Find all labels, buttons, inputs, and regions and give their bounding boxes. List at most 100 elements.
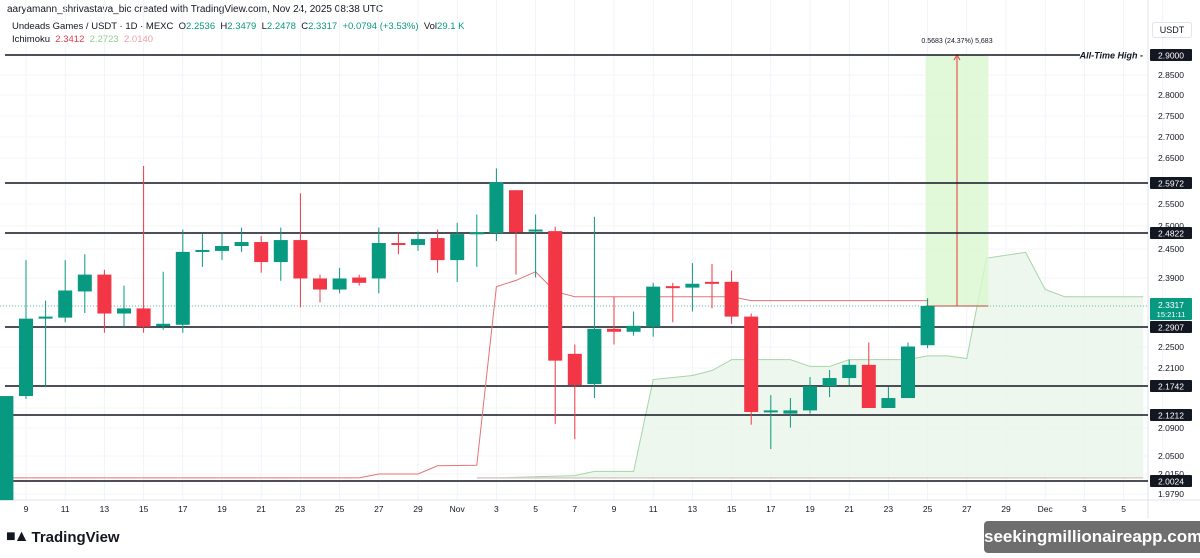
time-tick-label: 25: [335, 504, 345, 514]
time-tick-label: 19: [217, 504, 227, 514]
level-price-label: 2.5972: [1158, 179, 1184, 189]
candle-body: [626, 325, 641, 332]
cloud-top-line: [496, 251, 1144, 479]
chart-credit: aaryamann_shrivastava_bic created with T…: [7, 4, 384, 15]
level-price-tag: [1150, 49, 1192, 61]
candle-body: [528, 229, 543, 232]
candle-body: [332, 278, 347, 290]
time-tick-label: 17: [766, 504, 776, 514]
candle-body: [411, 239, 425, 246]
candle-body: [509, 190, 523, 233]
time-tick-label: 29: [1001, 504, 1011, 514]
open-value: 2.2536: [186, 21, 216, 32]
price-tick-label: 2.7000: [1158, 132, 1184, 142]
candle-body: [371, 243, 386, 279]
price-tick-label: 2.2500: [1158, 342, 1184, 352]
candle-body: [724, 281, 739, 317]
time-tick-label: Dec: [1038, 504, 1054, 514]
level-price-label: 2.1212: [1158, 411, 1184, 421]
currency-button[interactable]: USDT: [1152, 22, 1192, 38]
level-price-tag: [1150, 475, 1192, 487]
ichimoku-value-2: 2.2723: [89, 34, 119, 45]
measure-label: 0.5683 (24.37%) 5,683: [921, 38, 992, 45]
candle-body: [783, 410, 798, 414]
candle-body: [881, 398, 896, 408]
level-price-label: 2.1742: [1158, 382, 1184, 392]
watermark: seekingmillionaireapp.com: [984, 521, 1200, 553]
price-tick-label: 2.7500: [1158, 111, 1184, 121]
time-tick-label: 11: [61, 504, 70, 514]
tradingview-logo-icon: ■▲: [6, 528, 29, 545]
time-tick-label: 13: [688, 504, 698, 514]
candle-body: [901, 346, 915, 399]
candle-body: [97, 274, 112, 314]
candle-body: [665, 286, 680, 289]
candle-body: [548, 231, 563, 361]
candle-body: [117, 308, 131, 314]
time-tick-label: 3: [494, 504, 499, 514]
level-price-label: 2.4822: [1158, 229, 1184, 239]
candle-body: [175, 251, 190, 325]
candle-body: [195, 249, 210, 252]
candle-body: [156, 323, 171, 327]
candle-body: [587, 328, 602, 385]
price-tick-label: 2.0150: [1158, 469, 1184, 479]
time-tick-label: 17: [178, 504, 188, 514]
level-note: All-Time High -: [1079, 51, 1143, 61]
candle-body: [842, 364, 857, 379]
ichimoku-cloud: [476, 251, 1144, 479]
candle-body: [822, 378, 837, 387]
candle-body: [254, 242, 269, 263]
candle-body: [215, 246, 229, 251]
time-tick-label: 13: [100, 504, 110, 514]
candle-body: [685, 283, 700, 288]
time-tick-label: 3: [1082, 504, 1087, 514]
time-tick-label: 7: [572, 504, 577, 514]
candle-body: [567, 353, 582, 386]
ichimoku-value-1: 2.3412: [55, 34, 85, 45]
price-axis: 2.8500 2.8000 2.7500 2.7000 2.6500 2.5500 2.50…: [1150, 70, 1192, 499]
level-price-label: 2.2907: [1158, 323, 1184, 333]
countdown-label: 15:21:11: [1157, 310, 1186, 319]
high-value: 2.3479: [227, 21, 257, 32]
time-tick-label: 15: [727, 504, 737, 514]
time-tick-label: 23: [884, 504, 894, 514]
tradingview-logo[interactable]: ■▲ TradingView: [6, 528, 120, 546]
price-tick-label: 2.3900: [1158, 273, 1184, 283]
candle-body: [352, 277, 367, 283]
last-price-label: 2.3317: [1158, 300, 1184, 310]
time-tick-label: 9: [612, 504, 617, 514]
time-tick-label: 27: [374, 504, 384, 514]
time-tick-label: 9: [24, 504, 29, 514]
time-tick-label: 15: [139, 504, 149, 514]
candle-body: [430, 238, 445, 261]
indicator-name[interactable]: Ichimoku: [12, 34, 51, 45]
time-tick-label: 19: [805, 504, 815, 514]
time-tick-label: 25: [923, 504, 933, 514]
candle-body: [313, 278, 327, 290]
candle-body: [489, 182, 504, 234]
ichimoku-line: [6, 271, 928, 479]
time-tick-label: 5: [1121, 504, 1126, 514]
cloud-fill: [496, 252, 1144, 478]
candle-body: [19, 318, 33, 397]
time-tick-label: Nov: [450, 504, 466, 514]
level-price-label: 2.9000: [1158, 51, 1184, 61]
level-price-tag: [1150, 227, 1192, 239]
candle-body: [77, 274, 92, 292]
change-value: +0.0794 (+3.53%): [342, 21, 419, 32]
symbol-name: Undeads Games / USDT · 1D · MEXC: [12, 21, 174, 32]
candle-body: [58, 290, 73, 318]
price-tick-label: 2.8000: [1158, 90, 1184, 100]
candle-body: [0, 396, 14, 501]
price-chart[interactable]: 0.5683 (24.37%) 5,683 All-Time High - 2.9…: [0, 0, 1200, 520]
time-tick-label: 29: [413, 504, 423, 514]
price-tick-label: 2.0900: [1158, 423, 1184, 433]
time-tick-label: 21: [256, 504, 266, 514]
low-value: 2.2478: [266, 21, 296, 32]
candle-body: [920, 306, 935, 346]
ichimoku-value-3: 2.0140: [123, 34, 154, 45]
candle-body: [293, 240, 308, 279]
time-tick-label: 11: [649, 504, 658, 514]
candle-body: [763, 410, 778, 413]
